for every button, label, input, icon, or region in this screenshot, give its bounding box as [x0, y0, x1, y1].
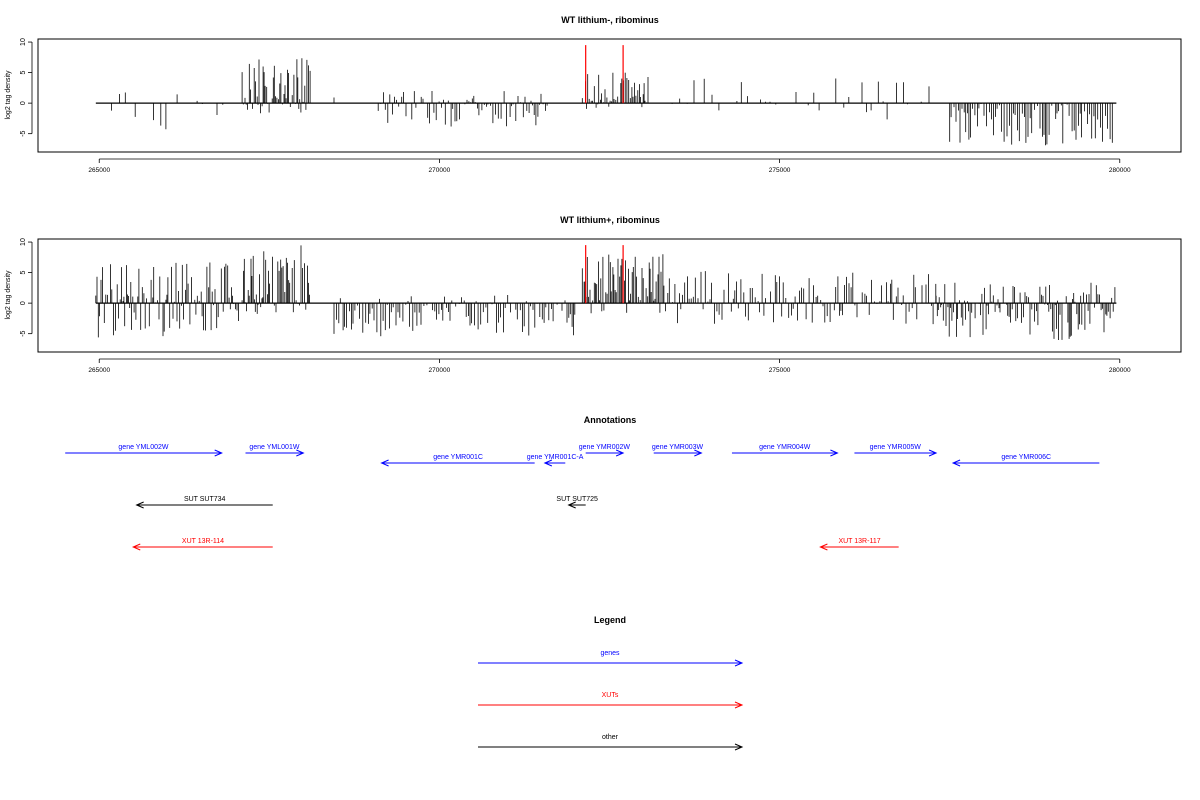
annotation-label: XUT 13R-114 — [182, 538, 224, 545]
legend-label: other — [602, 734, 619, 741]
annotation-label: gene YML001W — [249, 444, 299, 451]
annotation-arrow — [731, 449, 839, 457]
annotation-arrow — [245, 449, 305, 457]
legend-arrow — [478, 659, 744, 667]
density-bars — [95, 245, 1117, 340]
track-panel-lithium-minus: WT lithium-, ribominus log2 tag density … — [5, 15, 1182, 174]
legend-arrow — [478, 701, 744, 709]
x-tick-label: 270000 — [429, 367, 451, 374]
annotation-label: gene YML002W — [118, 444, 168, 451]
x-tick-label: 275000 — [769, 167, 791, 174]
plot-frame — [37, 38, 1182, 153]
annotation-arrow — [543, 459, 566, 467]
y-tick-label: 5 — [20, 271, 27, 275]
x-tick-label: 280000 — [1109, 167, 1131, 174]
y-tick-label: 0 — [20, 101, 27, 105]
density-bars — [95, 58, 1117, 146]
x-tick-label: 265000 — [88, 367, 110, 374]
legend-label: genes — [600, 650, 620, 657]
annotation-arrow — [380, 459, 535, 467]
legend-items: genes XUTs other — [478, 650, 744, 751]
annotations-panel: Annotations gene YML002W gene YML001Wgene… — [65, 415, 1100, 551]
legend-panel: Legend genes XUTs other — [478, 615, 744, 751]
highlight-marks — [585, 245, 624, 304]
annotation-label: gene YMR002W — [579, 444, 631, 451]
annotation-label: gene YMR001C-A — [527, 454, 584, 461]
track-panel-lithium-plus: WT lithium+, ribominus log2 tag density … — [5, 215, 1182, 374]
x-tick-label: 275000 — [769, 367, 791, 374]
x-tick-label: 280000 — [1109, 367, 1131, 374]
legend-arrow — [478, 743, 744, 751]
y-tick-label: 5 — [20, 71, 27, 75]
panel-title: WT lithium-, ribominus — [561, 15, 659, 25]
annotation-label: gene YMR001C — [433, 454, 483, 461]
annotation-arrow — [951, 459, 1100, 467]
annotation-arrow — [135, 501, 273, 509]
y-axis-label: log2 tag density — [5, 270, 12, 320]
x-tick-label: 265000 — [88, 167, 110, 174]
y-axis: -5 0 5 10 — [20, 238, 33, 337]
x-axis: 265000 270000 275000 280000 — [88, 358, 1131, 374]
annotation-label: SUT SUT734 — [184, 496, 226, 503]
annotation-arrow — [819, 543, 899, 551]
y-tick-label: -5 — [20, 330, 27, 336]
annotation-label: gene YMR006C — [1001, 454, 1051, 461]
y-axis: -5 0 5 10 — [20, 38, 33, 137]
annotation-arrow — [567, 501, 586, 509]
annotation-label: gene YMR004W — [759, 444, 811, 451]
plot-frame — [37, 238, 1182, 353]
annotation-label: gene YMR005W — [870, 444, 922, 451]
annotation-arrow — [854, 449, 938, 457]
annotation-arrow — [65, 449, 223, 457]
annotation-arrow — [653, 449, 703, 457]
annotation-label: XUT 13R-117 — [838, 538, 880, 545]
annotation-arrow — [585, 449, 625, 457]
panel-title: WT lithium+, ribominus — [560, 215, 660, 225]
y-tick-label: 0 — [20, 301, 27, 305]
x-axis: 265000 270000 275000 280000 — [88, 158, 1131, 174]
annotation-label: SUT SUT725 — [556, 496, 598, 503]
highlight-marks — [585, 45, 624, 104]
y-tick-label: -5 — [20, 130, 27, 136]
y-axis-label: log2 tag density — [5, 70, 12, 120]
annotation-arrow — [131, 543, 273, 551]
annotation-arrows: gene YML002W gene YML001W gene YMR001C gene… — [65, 444, 1100, 551]
legend-label: XUTs — [602, 692, 619, 699]
y-tick-label: 10 — [20, 238, 27, 246]
annotations-title: Annotations — [584, 415, 637, 425]
x-tick-label: 270000 — [429, 167, 451, 174]
legend-title: Legend — [594, 615, 626, 625]
annotation-label: gene YMR003W — [652, 444, 704, 451]
y-tick-label: 10 — [20, 38, 27, 46]
